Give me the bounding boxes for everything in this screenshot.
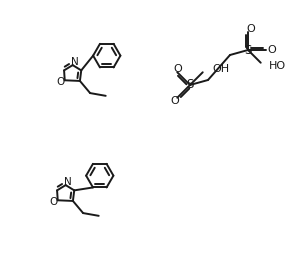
Text: N: N [64, 177, 72, 187]
Text: S: S [186, 79, 194, 92]
Text: OH: OH [213, 64, 230, 74]
Text: O: O [170, 96, 179, 106]
Text: S: S [244, 43, 252, 56]
Text: N: N [71, 57, 78, 67]
Text: O: O [173, 64, 182, 74]
Text: HO: HO [269, 61, 286, 71]
Text: O: O [57, 77, 65, 87]
Text: O: O [268, 45, 276, 55]
Text: O: O [50, 197, 58, 207]
Text: O: O [247, 24, 255, 34]
